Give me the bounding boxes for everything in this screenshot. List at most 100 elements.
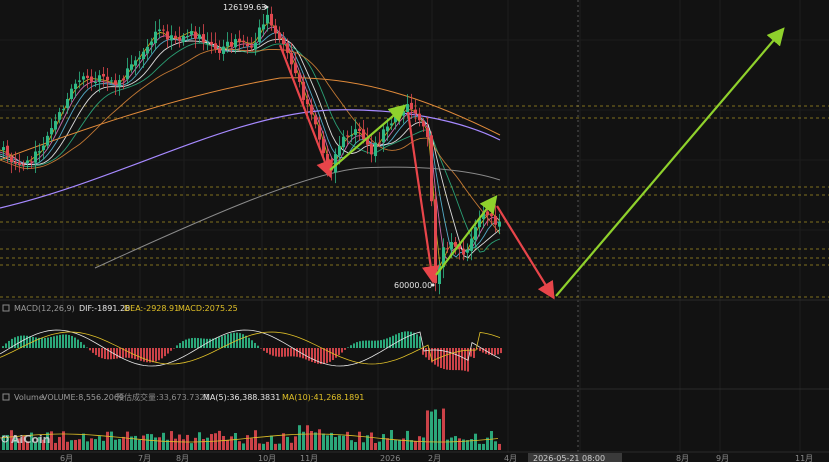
macd-bar [125,348,127,358]
macd-bar [101,348,103,359]
volume-bar [338,435,341,450]
candle-body [426,127,429,138]
candle-body [406,104,409,113]
candle-body [126,68,129,80]
volume-title: Volume [14,393,44,402]
volume-bar [390,430,393,450]
volume-bar [230,436,233,450]
candle-body [314,116,317,125]
volume-bar [114,439,117,450]
volume-bar [366,435,369,450]
candle-body [222,46,225,54]
macd-bar [344,348,346,350]
candle-body [182,36,185,43]
volume-bar [266,441,269,450]
macd-bar [5,343,7,348]
macd-settings-icon[interactable] [2,304,10,312]
macd-bar [308,348,310,361]
volume-bar [74,439,77,450]
x-tick-label: 8月 [676,454,689,462]
volume-settings-icon[interactable] [2,393,10,401]
macd-bar [17,336,19,348]
candle-body [382,129,385,143]
macd-bar [215,338,217,348]
volume-bar [194,437,197,450]
candle-body [58,112,61,120]
macd-dif-line [0,329,501,367]
macd-bar [353,343,355,348]
macd-bar [74,337,76,348]
volume-bar [490,431,493,450]
macd-bar [476,348,478,350]
volume-bar [290,442,293,450]
macd-bar [500,348,502,354]
volume-bar [202,439,205,450]
candle-body [454,241,457,247]
volume-bar [358,431,361,450]
volume-bar [374,443,377,450]
volume-bar [154,437,157,450]
volume-bar [462,439,465,450]
macd-bar [422,348,424,355]
candle-body [10,157,13,163]
volume-bar [190,443,193,450]
macd-bar [209,338,211,348]
macd-bar [179,343,181,348]
candle-body [266,14,269,24]
candle-body [466,249,469,253]
volume-bar [386,438,389,450]
moving-average-365-line [94,166,501,269]
x-tick-label: 7月 [138,454,151,462]
macd-header: MACD(12,26,9) DIF:-1891.28 DEA:-2928.91 … [2,304,238,313]
macd-bar [296,348,298,357]
macd-bar [152,348,154,363]
macd-bar [395,334,397,348]
volume-bar [102,440,105,450]
macd-bar [122,348,124,358]
macd-bar [293,348,295,357]
macd-bar [425,348,427,358]
candle-body [106,76,109,81]
candle-body [286,43,289,53]
macd-bar [356,342,358,348]
macd-bar [335,348,337,358]
macd-bar [362,340,364,348]
macd-bar [29,336,31,348]
macd-bar [50,336,52,348]
candle-body [418,113,421,121]
macd-bar [419,336,421,348]
candle-body [214,43,217,49]
up-trend-arrow [555,27,785,297]
macd-bar [56,335,58,348]
volume-ma-line [0,433,499,443]
candle-body [198,34,201,39]
candle-body [474,227,477,241]
high-price-label: 126199.63 [223,3,266,12]
macd-bar [317,348,319,364]
candle-body [262,24,265,30]
volume-bar [422,437,425,450]
macd-bar [146,348,148,363]
macd-bar [62,334,64,348]
macd-bar [182,341,184,348]
volume-bar [134,435,137,450]
volume-bar [142,435,145,450]
candle-body [206,43,209,45]
down-trend-arrow [496,205,555,300]
candle-body [278,32,281,39]
candle-body [310,104,313,115]
volume-bar [58,437,61,450]
volume-bar [222,436,225,450]
macd-bar [311,348,313,362]
volume-bar [346,431,349,450]
candle-body [434,199,437,284]
up-trend-arrow [329,104,407,171]
macd-bar [119,348,121,359]
macd-bar [218,337,220,348]
macd-bar [494,348,496,356]
volume-bar [110,431,113,450]
macd-bar [383,339,385,348]
macd-bar [251,340,253,348]
volume-bar [438,418,441,450]
